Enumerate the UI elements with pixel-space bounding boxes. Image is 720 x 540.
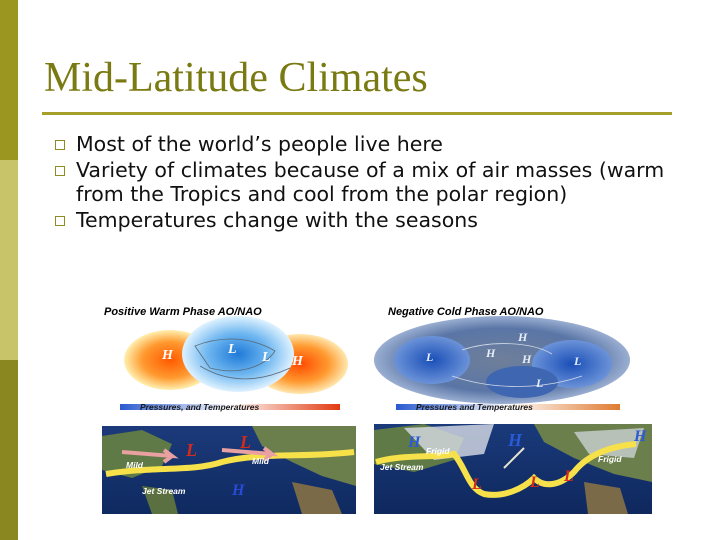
mild-label: Mild bbox=[126, 460, 143, 470]
low-pressure-marker: L bbox=[228, 342, 237, 357]
low-pressure-marker: L bbox=[574, 354, 582, 368]
jet-stream-label: Jet Stream bbox=[142, 486, 186, 496]
frigid-label: Frigid bbox=[426, 446, 450, 456]
high-pressure-marker: H bbox=[292, 354, 303, 369]
positive-phase-caption: Pressures, and Temperatures bbox=[140, 402, 260, 412]
bullet-text: Variety of climates because of a mix of … bbox=[76, 157, 665, 207]
bullet-item: Variety of climates because of a mix of … bbox=[55, 157, 706, 207]
positive-phase-title: Positive Warm Phase AO/NAO bbox=[104, 306, 262, 318]
mild-label: Mild bbox=[252, 456, 269, 466]
high-pressure-marker: H bbox=[162, 348, 173, 363]
square-bullet-icon bbox=[55, 140, 65, 150]
low-pressure-marker: L bbox=[530, 474, 540, 491]
high-pressure-marker: H bbox=[634, 428, 647, 445]
sidebar-top-band bbox=[0, 0, 18, 160]
square-bullet-icon bbox=[55, 215, 65, 226]
high-pressure-marker: H bbox=[522, 352, 532, 366]
jet-stream-cold-graphic bbox=[374, 424, 652, 514]
high-pressure-marker: H bbox=[508, 430, 523, 450]
low-pressure-marker: L bbox=[426, 350, 434, 364]
high-pressure-marker: H bbox=[518, 330, 528, 344]
jet-stream-cold-map: Frigid Frigid Jet Stream H H H L L L bbox=[374, 424, 652, 514]
negative-phase-map: Negative Cold Phase AO/NAO H L H H L L P… bbox=[372, 306, 634, 418]
positive-phase-map: Positive Warm Phase AO/NAO H L L H Press… bbox=[100, 306, 358, 418]
sidebar-bottom-band bbox=[0, 360, 18, 540]
negative-phase-caption: Pressures and Temperatures bbox=[416, 402, 533, 412]
negative-phase-map-graphic bbox=[372, 306, 634, 418]
bullet-text: Most of the world’s people live here bbox=[76, 132, 443, 156]
bullet-list: Most of the world’s people live here Var… bbox=[55, 132, 706, 233]
low-pressure-marker: L bbox=[564, 468, 574, 485]
jet-stream-warm-map: Mild Mild Jet Stream L L H bbox=[102, 426, 356, 514]
title-underline bbox=[42, 112, 672, 115]
slide-sidebar bbox=[0, 0, 18, 540]
bullet-text: Temperatures change with the seasons bbox=[76, 207, 478, 232]
jet-stream-warm-graphic bbox=[102, 426, 356, 514]
jet-stream-label: Jet Stream bbox=[380, 462, 424, 472]
low-pressure-marker: L bbox=[262, 350, 271, 365]
slide-title: Mid-Latitude Climates bbox=[44, 55, 428, 101]
high-pressure-marker: H bbox=[408, 434, 421, 451]
low-pressure-marker: L bbox=[536, 376, 544, 390]
high-pressure-marker: H bbox=[232, 482, 245, 499]
bullet-item: Most of the world’s people live here bbox=[55, 132, 706, 157]
frigid-label: Frigid bbox=[598, 454, 622, 464]
bullet-item: Temperatures change with the seasons bbox=[55, 207, 706, 233]
positive-phase-map-graphic bbox=[100, 306, 358, 418]
negative-phase-title: Negative Cold Phase AO/NAO bbox=[388, 306, 544, 318]
low-pressure-marker: L bbox=[240, 432, 251, 452]
square-bullet-icon bbox=[55, 165, 65, 176]
low-pressure-marker: L bbox=[472, 476, 482, 493]
high-pressure-marker: H bbox=[486, 346, 496, 360]
low-pressure-marker: L bbox=[186, 440, 197, 460]
sidebar-middle-band bbox=[0, 160, 18, 360]
